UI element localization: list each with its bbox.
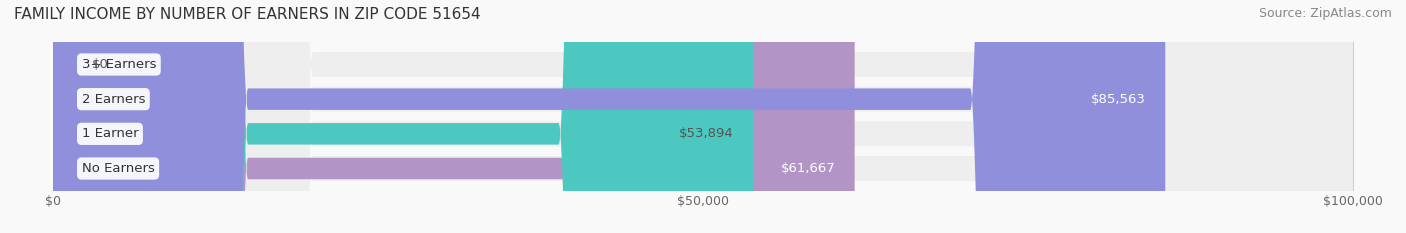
Text: 1 Earner: 1 Earner bbox=[82, 127, 138, 140]
FancyBboxPatch shape bbox=[53, 0, 1353, 233]
FancyBboxPatch shape bbox=[53, 0, 1166, 233]
FancyBboxPatch shape bbox=[53, 0, 1353, 233]
Text: $0: $0 bbox=[91, 58, 108, 71]
Text: $85,563: $85,563 bbox=[1091, 93, 1146, 106]
Text: $61,667: $61,667 bbox=[780, 162, 835, 175]
Text: 3+ Earners: 3+ Earners bbox=[82, 58, 156, 71]
Text: No Earners: No Earners bbox=[82, 162, 155, 175]
Text: $53,894: $53,894 bbox=[679, 127, 734, 140]
FancyBboxPatch shape bbox=[53, 0, 1353, 233]
Text: 2 Earners: 2 Earners bbox=[82, 93, 145, 106]
FancyBboxPatch shape bbox=[53, 0, 754, 233]
FancyBboxPatch shape bbox=[53, 0, 1353, 233]
Text: FAMILY INCOME BY NUMBER OF EARNERS IN ZIP CODE 51654: FAMILY INCOME BY NUMBER OF EARNERS IN ZI… bbox=[14, 7, 481, 22]
Text: Source: ZipAtlas.com: Source: ZipAtlas.com bbox=[1258, 7, 1392, 20]
FancyBboxPatch shape bbox=[53, 0, 855, 233]
